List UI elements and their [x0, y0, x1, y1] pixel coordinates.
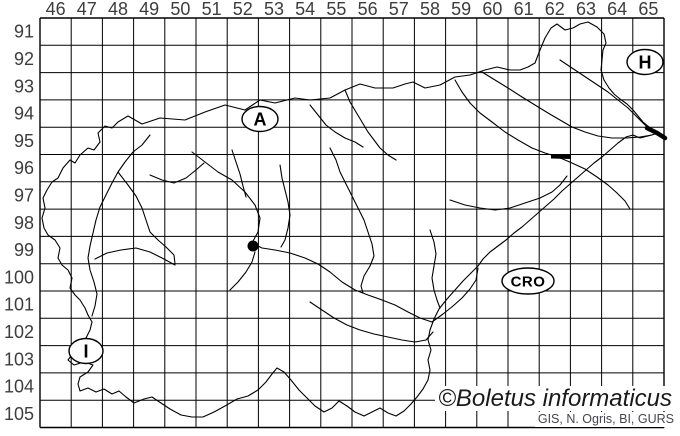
col-label: 63 [576, 0, 596, 19]
austria-oval [241, 105, 279, 133]
col-label: 62 [545, 0, 565, 19]
row-label: 103 [4, 349, 34, 369]
row-label: 97 [14, 185, 34, 205]
rivers [87, 59, 653, 343]
col-label: 55 [326, 0, 346, 19]
row-label: 105 [4, 404, 34, 424]
row-label: 99 [14, 240, 34, 260]
record-dot [247, 240, 259, 252]
croatia-oval [501, 267, 555, 295]
col-label: 53 [264, 0, 284, 19]
col-label: 58 [420, 0, 440, 19]
row-label: 92 [14, 49, 34, 69]
row-label: 98 [14, 213, 34, 233]
hungary-oval [626, 48, 664, 76]
col-label: 48 [108, 0, 128, 19]
east-tip-mark [644, 125, 668, 141]
grid-column-labels: 46 47 48 49 50 51 52 53 54 55 56 57 58 59 60 61 62 63 64 65 [46, 0, 659, 19]
croatia-letters: CRO [511, 274, 546, 291]
col-label: 65 [638, 0, 658, 19]
row-label: 91 [14, 22, 34, 42]
country-label-hungary: H [626, 48, 664, 76]
austria-letter: A [254, 110, 267, 130]
country-label-italy: I [68, 337, 104, 365]
col-label: 51 [202, 0, 222, 19]
row-label: 104 [4, 377, 34, 397]
mtb-grid [39, 17, 665, 429]
map-accent-marks [550, 125, 668, 159]
grid-row-labels: 91 92 93 94 95 96 97 98 99 100 101 102 103 104 105 [4, 22, 34, 424]
row-label: 100 [4, 267, 34, 287]
col-label: 61 [514, 0, 534, 19]
row-label: 93 [14, 76, 34, 96]
hungary-letter: H [639, 53, 652, 73]
italy-letter: I [83, 342, 88, 362]
col-label: 57 [389, 0, 409, 19]
col-label: 46 [46, 0, 66, 19]
row-label: 94 [14, 104, 34, 124]
row-label: 96 [14, 158, 34, 178]
col-label: 59 [451, 0, 471, 19]
row-label: 102 [4, 322, 34, 342]
lake-mark [550, 154, 572, 159]
row-label: 95 [14, 131, 34, 151]
row-label: 101 [4, 295, 34, 315]
col-label: 56 [358, 0, 378, 19]
col-label: 49 [139, 0, 159, 19]
italy-oval [68, 337, 104, 365]
copyright-text: ©Boletus informaticus [435, 386, 675, 411]
col-label: 50 [170, 0, 190, 19]
country-label-croatia: CRO [501, 267, 555, 295]
col-label: 64 [607, 0, 627, 19]
col-label: 47 [77, 0, 97, 19]
country-label-austria: A [241, 105, 279, 133]
col-label: 52 [233, 0, 253, 19]
col-label: 60 [482, 0, 502, 19]
credits-text: GIS, N. Ogris, BI, GURS [534, 412, 677, 427]
col-label: 54 [295, 0, 315, 19]
country-border [41, 21, 662, 418]
